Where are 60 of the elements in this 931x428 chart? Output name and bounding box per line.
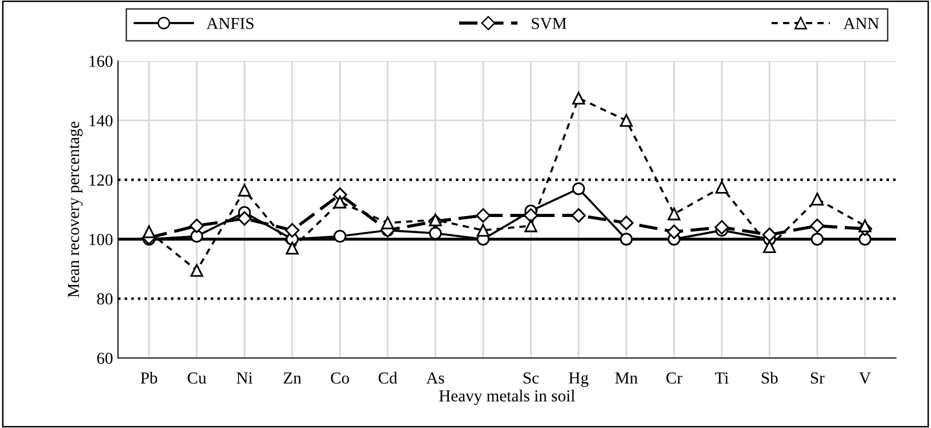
x-tick-label: Sr <box>810 372 825 384</box>
point <box>286 242 299 254</box>
point <box>858 219 872 232</box>
y-tick-label: 140 <box>90 115 113 126</box>
point <box>524 219 538 232</box>
x-tick-label: Cu <box>188 372 206 384</box>
point <box>762 228 777 242</box>
point <box>190 230 204 243</box>
x-tick-label: Ni <box>236 372 252 384</box>
point <box>429 214 442 226</box>
point <box>810 192 824 206</box>
x-tick-label: Cr <box>666 372 682 384</box>
point <box>238 184 251 197</box>
point <box>334 196 346 208</box>
x-tick-label: V <box>859 372 871 384</box>
x-tick-label: Co <box>330 372 350 384</box>
y-axis-title: Mean recovery percentage <box>68 122 83 298</box>
point <box>619 216 634 230</box>
point <box>524 208 538 223</box>
x-tick-label: Sb <box>762 372 778 384</box>
y-tick-label: 80 <box>97 293 113 305</box>
point <box>810 218 824 234</box>
y-tick-label: 160 <box>90 56 113 67</box>
x-tick-label: Zn <box>284 372 302 384</box>
x-tick-label: Ti <box>714 372 729 384</box>
point <box>190 218 204 234</box>
point <box>572 182 585 196</box>
point <box>810 232 824 246</box>
point <box>668 208 680 220</box>
point <box>620 232 633 246</box>
x-tick-label: Cd <box>378 372 398 384</box>
point <box>620 114 633 127</box>
point <box>714 220 730 235</box>
x-tick-label: Sc <box>524 372 539 384</box>
point <box>763 240 776 254</box>
point <box>476 224 490 237</box>
y-tick-label: 100 <box>90 234 113 246</box>
point <box>571 208 586 223</box>
point <box>429 226 442 240</box>
y-tick-label: 60 <box>97 352 113 364</box>
point <box>666 224 682 239</box>
point <box>142 225 156 238</box>
x-tick-label: Hg <box>568 372 588 388</box>
point <box>715 180 728 194</box>
point <box>190 264 204 277</box>
legend-label: ANN <box>843 18 879 29</box>
point <box>334 230 346 243</box>
point <box>284 223 300 238</box>
point <box>381 216 394 230</box>
legend-label: SVM <box>532 18 566 30</box>
point <box>476 208 490 223</box>
point <box>237 211 252 226</box>
x-tick-label: Pb <box>140 372 158 384</box>
point <box>572 92 585 105</box>
y-tick-label: 120 <box>90 174 113 186</box>
x-tick-label: As <box>426 372 444 384</box>
legend-label: ANFIS <box>206 18 254 30</box>
point <box>858 232 872 246</box>
x-tick-label: Mn <box>615 372 638 384</box>
x-axis-title: Heavy metals in soil <box>439 390 575 405</box>
